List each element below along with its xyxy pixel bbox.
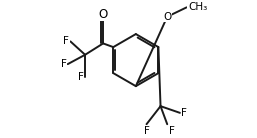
Text: F: F bbox=[61, 59, 66, 69]
Text: CH₃: CH₃ bbox=[188, 2, 207, 12]
Text: O: O bbox=[163, 12, 171, 22]
Text: O: O bbox=[98, 8, 108, 21]
Text: F: F bbox=[181, 108, 187, 118]
Text: F: F bbox=[169, 126, 175, 136]
Text: F: F bbox=[78, 72, 84, 82]
Text: F: F bbox=[144, 126, 150, 136]
Text: F: F bbox=[63, 36, 69, 46]
